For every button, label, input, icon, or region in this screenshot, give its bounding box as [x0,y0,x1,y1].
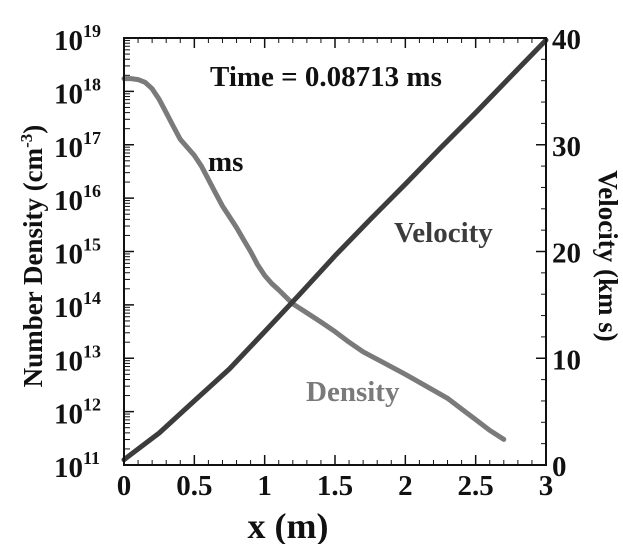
y-left-tick-base: 10 [54,399,83,431]
x-tick-label: 1 [257,470,272,502]
plot-frame [123,37,547,466]
y-left-tick-exponent: 14 [83,288,101,308]
y-left-axis-title-close: ) [18,125,48,134]
y-left-tick-exponent: 16 [83,181,101,201]
y-left-tick-base: 10 [54,239,83,271]
x-tick-label: 0.5 [176,470,212,502]
y-left-tick-base: 10 [54,132,83,164]
y-left-tick-base: 10 [54,345,83,377]
y-left-tick-exponent: 12 [83,395,101,415]
y-left-tick-exponent: 11 [83,448,100,468]
density-label: Density [306,376,400,408]
y-left-tick-exponent: 19 [83,21,101,41]
y-right-tick-label: 30 [552,131,581,163]
x-tick-label: 1.5 [317,470,353,502]
velocity-series-line [121,37,549,463]
y-left-tick-label: 1018 [54,74,101,110]
x-tick-label: 0 [117,470,132,502]
y-left-tick-label: 1017 [54,128,101,164]
ms-label: ms [208,146,243,178]
y-left-tick-label: 1011 [54,448,100,484]
y-right-tick-labels: 0 10 20 30 40 [552,24,581,483]
y-left-tick-label: 1014 [54,288,101,324]
y-left-tick-base: 10 [54,452,83,484]
x-tick-label: 2.5 [458,470,494,502]
y-left-tick-label: 1016 [54,181,101,217]
y-left-axis-title-main: Number Density (cm [18,147,48,387]
y-left-tick-base: 10 [54,292,83,324]
y-left-axis-title-sup: -3 [17,134,36,148]
y-left-tick-base: 10 [54,78,83,110]
time-annotation: Time = 0.08713 ms [210,61,442,93]
y-left-tick-label: 1019 [54,21,101,57]
series-lines [121,37,549,463]
y-left-tick-exponent: 13 [83,341,101,361]
y-right-axis-title: Velocity (km s) [593,170,623,341]
y-right-tick-label: 0 [552,451,567,483]
y-right-tick-label: 40 [552,24,581,56]
x-tick-label: 2 [398,470,413,502]
y-left-axis-title: Number Density (cm-3) [17,125,48,388]
y-right-tick-label: 10 [552,344,581,376]
x-tick-label: 3 [539,470,554,502]
y-left-tick-exponent: 18 [83,74,101,94]
y-left-tick-base: 10 [54,25,83,57]
x-axis-title: x (m) [248,506,329,544]
y-left-tick-exponent: 15 [83,235,101,255]
y-right-tick-label: 20 [552,238,581,270]
y-left-tick-label: 1012 [54,395,101,431]
x-tick-labels: 0 0.5 1 1.5 2 2.5 3 [117,470,554,502]
y-left-tick-base: 10 [54,185,83,217]
y-left-tick-label: 1013 [54,341,101,377]
y-left-tick-label: 1015 [54,235,101,271]
density-series-line [121,76,507,442]
y-left-tick-exponent: 17 [83,128,101,148]
velocity-label: Velocity [394,217,493,249]
